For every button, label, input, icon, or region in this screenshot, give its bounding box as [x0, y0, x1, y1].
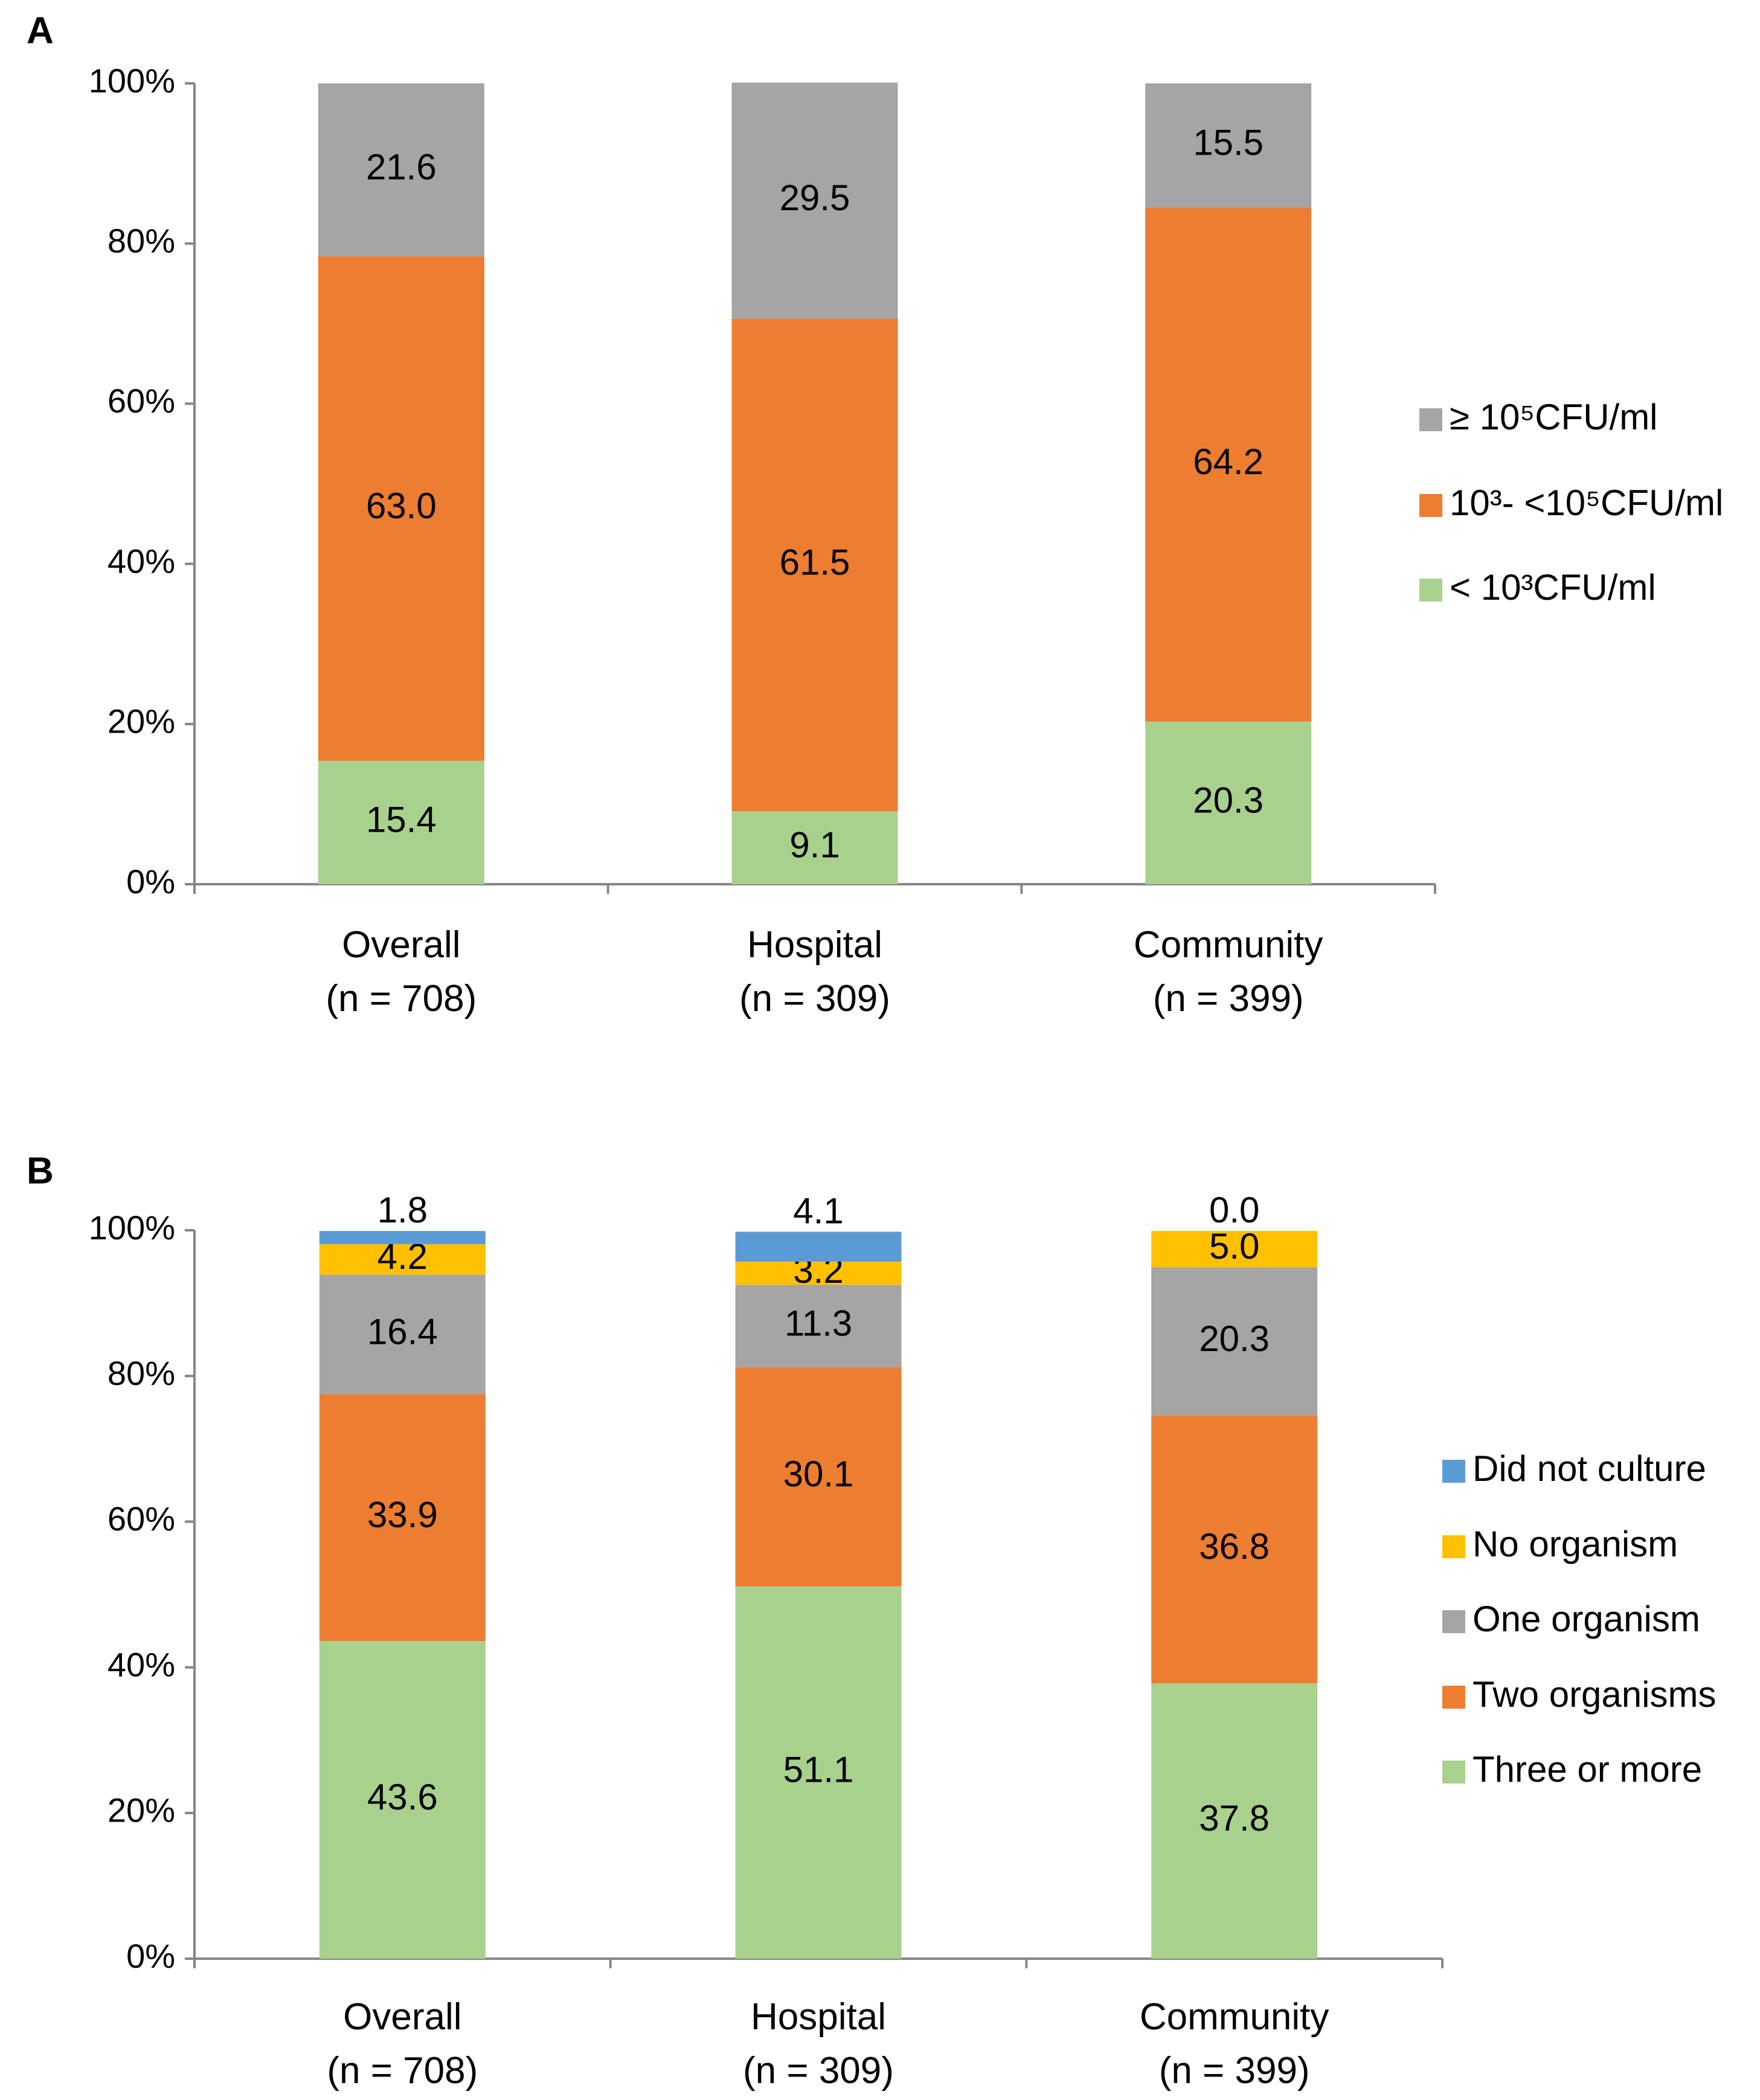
bar-segment: [318, 760, 484, 884]
data-label: 33.9: [367, 1495, 438, 1535]
bar-segment: [735, 1586, 902, 1959]
data-label: 4.1: [793, 1190, 843, 1231]
bar-segment: [1151, 1415, 1318, 1684]
legend-label: 10³- <10⁵CFU/ml: [1450, 483, 1723, 523]
y-tick-label: 80%: [108, 1354, 175, 1392]
bar-segment: [318, 256, 484, 761]
x-label-box: Community (n = 399): [1133, 924, 1323, 1019]
data-label: 1.8: [377, 1190, 428, 1230]
bar-segment: [735, 1231, 902, 1262]
legend-label: < 10³CFU/ml: [1450, 567, 1656, 608]
legend-swatch: [1442, 1610, 1465, 1633]
y-tick-label: 0%: [126, 862, 175, 901]
bar-segment: [1145, 721, 1312, 884]
bar-segment: [1145, 83, 1312, 208]
chart-label: B: [27, 1150, 54, 1192]
legend-swatch: [1442, 1460, 1465, 1483]
bar-segment: [735, 1367, 902, 1587]
y-tick-label: 0%: [126, 1937, 175, 1975]
bar-segment: [731, 318, 898, 812]
bar-segment: [319, 1641, 486, 1959]
legend-swatch: [1419, 408, 1442, 431]
x-label-box: Overall (n = 708): [327, 1996, 478, 2092]
x-tick-label: Community (n = 399): [1133, 924, 1323, 1019]
data-label: 15.5: [1193, 123, 1264, 163]
bar-segment: [318, 83, 484, 257]
y-tick-label: 100%: [89, 1209, 175, 1247]
x-label-box: Overall (n = 708): [326, 924, 477, 1019]
bar-segment: [319, 1394, 486, 1642]
data-label: 20.3: [1193, 780, 1264, 820]
data-label: 61.5: [780, 542, 850, 582]
bar-segment: [1151, 1683, 1318, 1959]
data-label: 11.3: [785, 1303, 852, 1343]
data-label: 21.6: [366, 147, 437, 187]
x-tick-label: Overall (n = 708): [326, 924, 477, 1019]
bar-segment: [735, 1261, 902, 1285]
x-tick-label: Hospital (n = 309): [743, 1996, 894, 2092]
bar-segment: [735, 1285, 902, 1367]
data-label: 30.1: [783, 1454, 854, 1494]
legend-swatch: [1419, 494, 1442, 517]
legend-label: Did not culture: [1473, 1448, 1706, 1489]
data-label: 64.2: [1193, 442, 1264, 482]
x-label-box: Hospital (n = 309): [739, 924, 890, 1019]
data-label: 20.3: [1199, 1318, 1270, 1359]
data-label: 43.6: [367, 1777, 438, 1817]
legend-swatch: [1419, 579, 1442, 602]
x-tick-label: Overall (n = 708): [327, 1996, 478, 2092]
y-tick-label: 40%: [108, 1645, 175, 1683]
y-tick-label: 60%: [108, 382, 175, 420]
legend-label: Two organisms: [1473, 1674, 1716, 1715]
x-tick-label: Community (n = 399): [1139, 1996, 1329, 2092]
data-label: 9.1: [789, 825, 840, 865]
data-label: 16.4: [367, 1311, 438, 1352]
legend-label: No organism: [1473, 1524, 1678, 1564]
data-label: 63.0: [366, 486, 437, 526]
y-tick-label: 20%: [108, 702, 175, 740]
legend-swatch: [1442, 1535, 1465, 1558]
legend-label: Three or more: [1473, 1749, 1702, 1790]
data-label: 29.5: [780, 178, 850, 218]
chart-label: A: [27, 10, 54, 51]
y-tick-label: 80%: [108, 222, 175, 260]
x-tick-label: Hospital (n = 309): [739, 924, 890, 1019]
bar-segment: [1151, 1231, 1318, 1268]
legend-swatch: [1442, 1686, 1465, 1709]
y-tick-label: 20%: [108, 1791, 175, 1829]
bar-segment: [1151, 1267, 1318, 1416]
data-label: 0.0: [1209, 1190, 1259, 1230]
y-tick-label: 100%: [89, 62, 175, 100]
y-tick-label: 60%: [108, 1500, 175, 1538]
x-label-box: Community (n = 399): [1139, 1996, 1329, 2092]
legend-swatch: [1442, 1761, 1465, 1784]
bar-segment: [1145, 207, 1312, 722]
bar-segment: [731, 82, 898, 319]
data-label: 5.0: [1209, 1226, 1259, 1267]
bar-segment: [731, 811, 898, 884]
x-label-box: Hospital (n = 309): [743, 1996, 894, 2092]
bar-segment: [319, 1274, 486, 1395]
data-label: 36.8: [1199, 1526, 1270, 1567]
data-label: 37.8: [1199, 1798, 1270, 1838]
data-label: 15.4: [366, 800, 437, 840]
bar-segment: [319, 1244, 486, 1275]
bar-segment: [319, 1231, 486, 1244]
data-label: 51.1: [783, 1750, 854, 1790]
y-tick-label: 40%: [108, 542, 175, 580]
legend-label: One organism: [1473, 1599, 1700, 1639]
legend-label: ≥ 10⁵CFU/ml: [1450, 397, 1658, 437]
